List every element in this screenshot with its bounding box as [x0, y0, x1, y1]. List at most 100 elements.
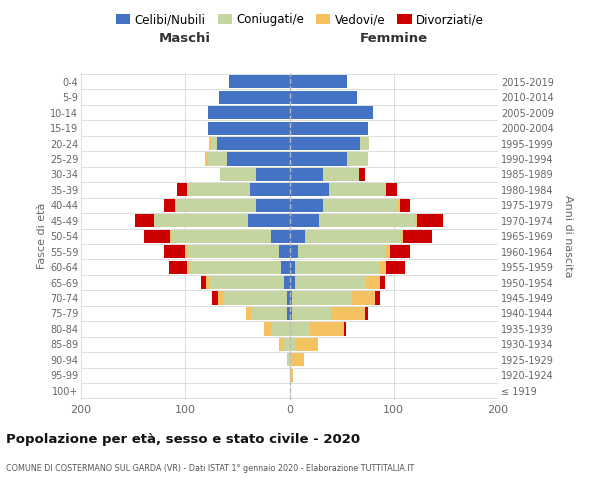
- Bar: [287, 292, 290, 304]
- Bar: [290, 276, 365, 289]
- Y-axis label: Anni di nascita: Anni di nascita: [563, 195, 573, 278]
- Bar: [218, 90, 290, 104]
- Bar: [287, 354, 290, 366]
- Bar: [290, 260, 386, 274]
- Bar: [290, 106, 373, 119]
- Bar: [290, 137, 369, 150]
- Bar: [227, 152, 290, 166]
- Bar: [250, 184, 290, 196]
- Bar: [290, 368, 293, 382]
- Bar: [290, 276, 385, 289]
- Bar: [218, 90, 290, 104]
- Bar: [208, 122, 290, 134]
- Bar: [290, 292, 292, 304]
- Bar: [290, 338, 317, 351]
- Bar: [290, 338, 317, 351]
- Bar: [265, 322, 290, 336]
- Bar: [290, 307, 368, 320]
- Bar: [251, 307, 290, 320]
- Bar: [208, 106, 290, 119]
- Bar: [290, 152, 368, 166]
- Bar: [290, 368, 293, 382]
- Bar: [256, 199, 290, 212]
- Bar: [208, 122, 290, 134]
- Bar: [290, 122, 368, 134]
- Bar: [290, 122, 368, 134]
- Bar: [290, 276, 295, 289]
- Bar: [290, 106, 373, 119]
- Bar: [290, 137, 369, 150]
- Text: Femmine: Femmine: [359, 32, 428, 45]
- Bar: [290, 245, 298, 258]
- Bar: [190, 260, 290, 274]
- Bar: [290, 214, 319, 228]
- Bar: [290, 184, 386, 196]
- Bar: [220, 168, 290, 181]
- Bar: [169, 260, 290, 274]
- Bar: [290, 322, 310, 336]
- Bar: [290, 137, 361, 150]
- Bar: [287, 307, 290, 320]
- Bar: [290, 152, 347, 166]
- Bar: [290, 230, 305, 243]
- Bar: [185, 245, 290, 258]
- Bar: [290, 122, 368, 134]
- Bar: [281, 260, 290, 274]
- Bar: [246, 307, 290, 320]
- Bar: [229, 75, 290, 88]
- Bar: [290, 168, 365, 181]
- Bar: [290, 230, 433, 243]
- Bar: [218, 292, 290, 304]
- Bar: [290, 214, 443, 228]
- Bar: [290, 245, 386, 258]
- Bar: [229, 75, 290, 88]
- Bar: [290, 276, 380, 289]
- Bar: [290, 106, 373, 119]
- Bar: [290, 168, 359, 181]
- Bar: [164, 199, 290, 212]
- Bar: [290, 90, 357, 104]
- Bar: [223, 292, 290, 304]
- Bar: [290, 322, 346, 336]
- Bar: [175, 199, 290, 212]
- Bar: [279, 338, 290, 351]
- Bar: [290, 199, 323, 212]
- Bar: [290, 354, 304, 366]
- Bar: [290, 292, 380, 304]
- Bar: [290, 137, 369, 150]
- Bar: [205, 152, 290, 166]
- Bar: [229, 75, 290, 88]
- Bar: [187, 245, 290, 258]
- Bar: [290, 199, 400, 212]
- Bar: [290, 230, 403, 243]
- Y-axis label: Fasce di età: Fasce di età: [37, 203, 47, 270]
- Bar: [290, 152, 368, 166]
- Bar: [175, 199, 290, 212]
- Text: COMUNE DI COSTERMANO SUL GARDA (VR) - Dati ISTAT 1° gennaio 2020 - Elaborazione : COMUNE DI COSTERMANO SUL GARDA (VR) - Da…: [6, 464, 414, 473]
- Bar: [290, 75, 347, 88]
- Bar: [217, 137, 290, 150]
- Bar: [164, 245, 290, 258]
- Bar: [290, 307, 331, 320]
- Bar: [135, 214, 290, 228]
- Bar: [290, 214, 416, 228]
- Legend: Celibi/Nubili, Coniugati/e, Vedovi/e, Divorziati/e: Celibi/Nubili, Coniugati/e, Vedovi/e, Di…: [111, 8, 489, 31]
- Bar: [206, 276, 290, 289]
- Bar: [208, 122, 290, 134]
- Bar: [265, 322, 290, 336]
- Bar: [290, 184, 397, 196]
- Bar: [218, 90, 290, 104]
- Bar: [143, 230, 290, 243]
- Bar: [220, 168, 290, 181]
- Bar: [290, 106, 373, 119]
- Bar: [209, 137, 290, 150]
- Bar: [290, 168, 323, 181]
- Bar: [290, 90, 357, 104]
- Bar: [287, 354, 290, 366]
- Bar: [290, 292, 352, 304]
- Bar: [290, 307, 292, 320]
- Bar: [209, 137, 290, 150]
- Bar: [290, 152, 368, 166]
- Bar: [218, 90, 290, 104]
- Bar: [290, 245, 410, 258]
